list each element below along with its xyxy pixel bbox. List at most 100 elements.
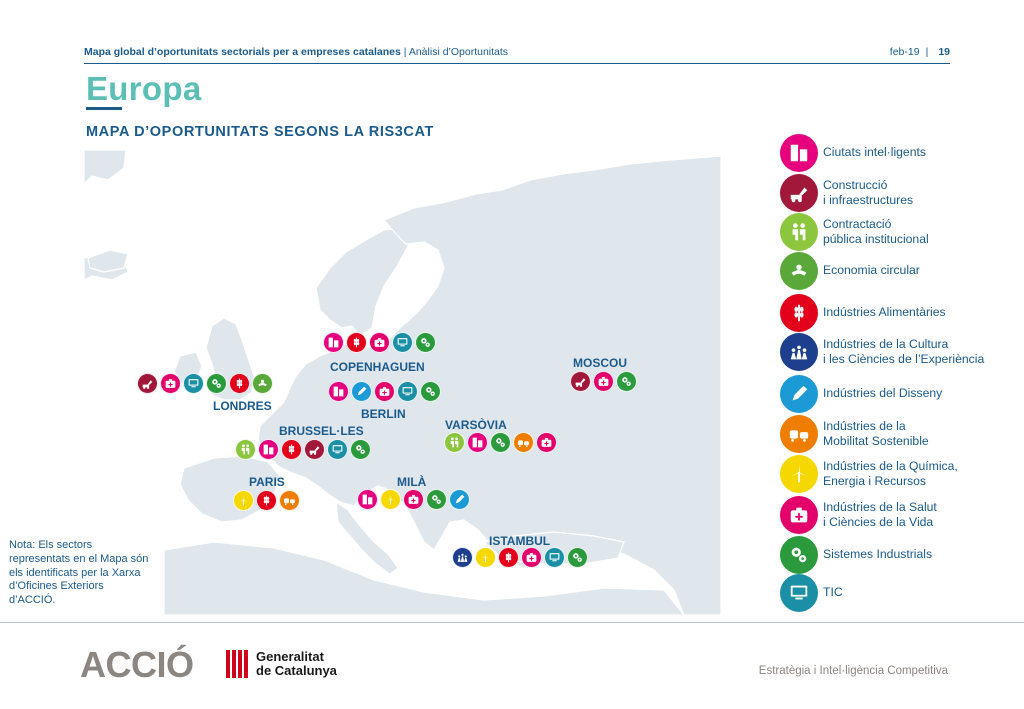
- sector-icons-istambul: [452, 547, 588, 568]
- sector-icons-brussel: [235, 439, 371, 460]
- date: feb-19: [889, 46, 920, 58]
- gears-icon: [567, 547, 588, 568]
- computer-icon: [397, 381, 418, 402]
- computer-icon: [780, 574, 818, 612]
- medical-kit-icon: [536, 432, 557, 453]
- people-icon: [452, 547, 473, 568]
- computer-icon: [544, 547, 565, 568]
- handshake-icon: [235, 439, 256, 460]
- wheat-icon: [780, 294, 818, 332]
- building-icon: [328, 381, 349, 402]
- excavator-icon: [304, 439, 325, 460]
- generalitat-logo: Generalitat de Catalunya: [226, 650, 337, 678]
- excavator-icon: [780, 174, 818, 212]
- gears-icon: [780, 536, 818, 574]
- vehicles-icon: [513, 432, 534, 453]
- sector-icons-copenhaguen: [323, 332, 436, 353]
- legend-item-alimentaries: Indústries Alimentàries: [780, 294, 946, 332]
- gears-icon: [206, 373, 227, 394]
- medical-kit-icon: [160, 373, 181, 394]
- city-label-copenhaguen: COPENHAGUEN: [330, 360, 425, 374]
- sector-icons-mila: [357, 489, 470, 510]
- footer-text: Estratègia i Intel·ligència Competitiva: [758, 665, 948, 677]
- city-label-londres: LONDRES: [213, 399, 272, 413]
- gears-icon: [420, 381, 441, 402]
- page-subtitle: MAPA D’OPORTUNITATS SEGONS LA RIS3CAT: [86, 124, 434, 140]
- legend-item-contractacio: Contractació pública institucional: [780, 213, 929, 251]
- building-icon: [258, 439, 279, 460]
- computer-icon: [392, 332, 413, 353]
- footnote: Nota: Els sectors representats en el Map…: [9, 539, 149, 607]
- footer-divider: [0, 622, 1024, 623]
- legend-item-ciutats: Ciutats intel·ligents: [780, 134, 926, 172]
- city-label-moscou: MOSCOU: [573, 356, 627, 370]
- city-label-brussel: BRUSSEL·LES: [279, 424, 364, 438]
- recycle-hand-icon: [780, 252, 818, 290]
- gears-icon: [426, 489, 447, 510]
- handshake-icon: [780, 213, 818, 251]
- excavator-icon: [570, 371, 591, 392]
- city-label-berlin: BERLIN: [361, 407, 406, 421]
- document-title: Mapa global d’oportunitats sectorials pe…: [84, 46, 509, 58]
- gears-icon: [490, 432, 511, 453]
- recycle-hand-icon: [252, 373, 273, 394]
- sector-icons-moscou: [570, 371, 637, 392]
- legend-item-construccio: Construcció i infraestructures: [780, 174, 913, 212]
- sector-icons-londres: [137, 373, 273, 394]
- city-label-mila: MILÀ: [397, 475, 427, 489]
- gears-icon: [350, 439, 371, 460]
- wind-turbine-icon: [475, 547, 496, 568]
- computer-icon: [183, 373, 204, 394]
- page-header: Mapa global d’oportunitats sectorials pe…: [84, 46, 950, 64]
- page-info: feb-19 | 19: [889, 46, 950, 58]
- building-icon: [780, 134, 818, 172]
- pencil-icon: [351, 381, 372, 402]
- wind-turbine-icon: [780, 455, 818, 493]
- legend-item-tic: TIC: [780, 574, 843, 612]
- wheat-icon: [256, 490, 277, 511]
- wheat-icon: [229, 373, 250, 394]
- city-label-istambul: ISTAMBUL: [489, 534, 551, 548]
- city-label-paris: PARIS: [249, 475, 285, 489]
- legend-item-industrials: Sistemes Industrials: [780, 536, 932, 574]
- medical-kit-icon: [780, 496, 818, 534]
- legend-item-mobilitat: Indústries de la Mobilitat Sostenible: [780, 415, 929, 453]
- building-icon: [357, 489, 378, 510]
- page-title: Europa: [86, 70, 202, 107]
- sector-icons-paris: [233, 490, 300, 511]
- section-name: Anàlisi d’Oportunitats: [408, 46, 509, 58]
- title-underline: [86, 107, 122, 110]
- vehicles-icon: [279, 490, 300, 511]
- legend-item-cultura: Indústries de la Cultura i les Ciències …: [780, 333, 984, 371]
- legend-item-quimica: Indústries de la Química, Energia i Recu…: [780, 455, 958, 493]
- pencil-icon: [780, 375, 818, 413]
- gears-icon: [616, 371, 637, 392]
- header-divider: [84, 63, 950, 64]
- legend-item-salut: Indústries de la Salut i Ciències de la …: [780, 496, 937, 534]
- medical-kit-icon: [374, 381, 395, 402]
- computer-icon: [327, 439, 348, 460]
- sector-icons-berlin: [328, 381, 441, 402]
- senyera-icon: [226, 650, 248, 678]
- medical-kit-icon: [369, 332, 390, 353]
- medical-kit-icon: [403, 489, 424, 510]
- building-icon: [323, 332, 344, 353]
- accio-logo: ACCIÓ: [80, 644, 194, 685]
- medical-kit-icon: [593, 371, 614, 392]
- gears-icon: [415, 332, 436, 353]
- medical-kit-icon: [521, 547, 542, 568]
- handshake-icon: [444, 432, 465, 453]
- wind-turbine-icon: [380, 489, 401, 510]
- excavator-icon: [137, 373, 158, 394]
- legend-item-economia: Economia circular: [780, 252, 920, 290]
- wheat-icon: [498, 547, 519, 568]
- wheat-icon: [281, 439, 302, 460]
- legend-item-disseny: Indústries del Disseny: [780, 375, 942, 413]
- vehicles-icon: [780, 415, 818, 453]
- page-number: 19: [938, 46, 950, 58]
- wind-turbine-icon: [233, 490, 254, 511]
- wheat-icon: [346, 332, 367, 353]
- building-icon: [467, 432, 488, 453]
- people-icon: [780, 333, 818, 371]
- pencil-icon: [449, 489, 470, 510]
